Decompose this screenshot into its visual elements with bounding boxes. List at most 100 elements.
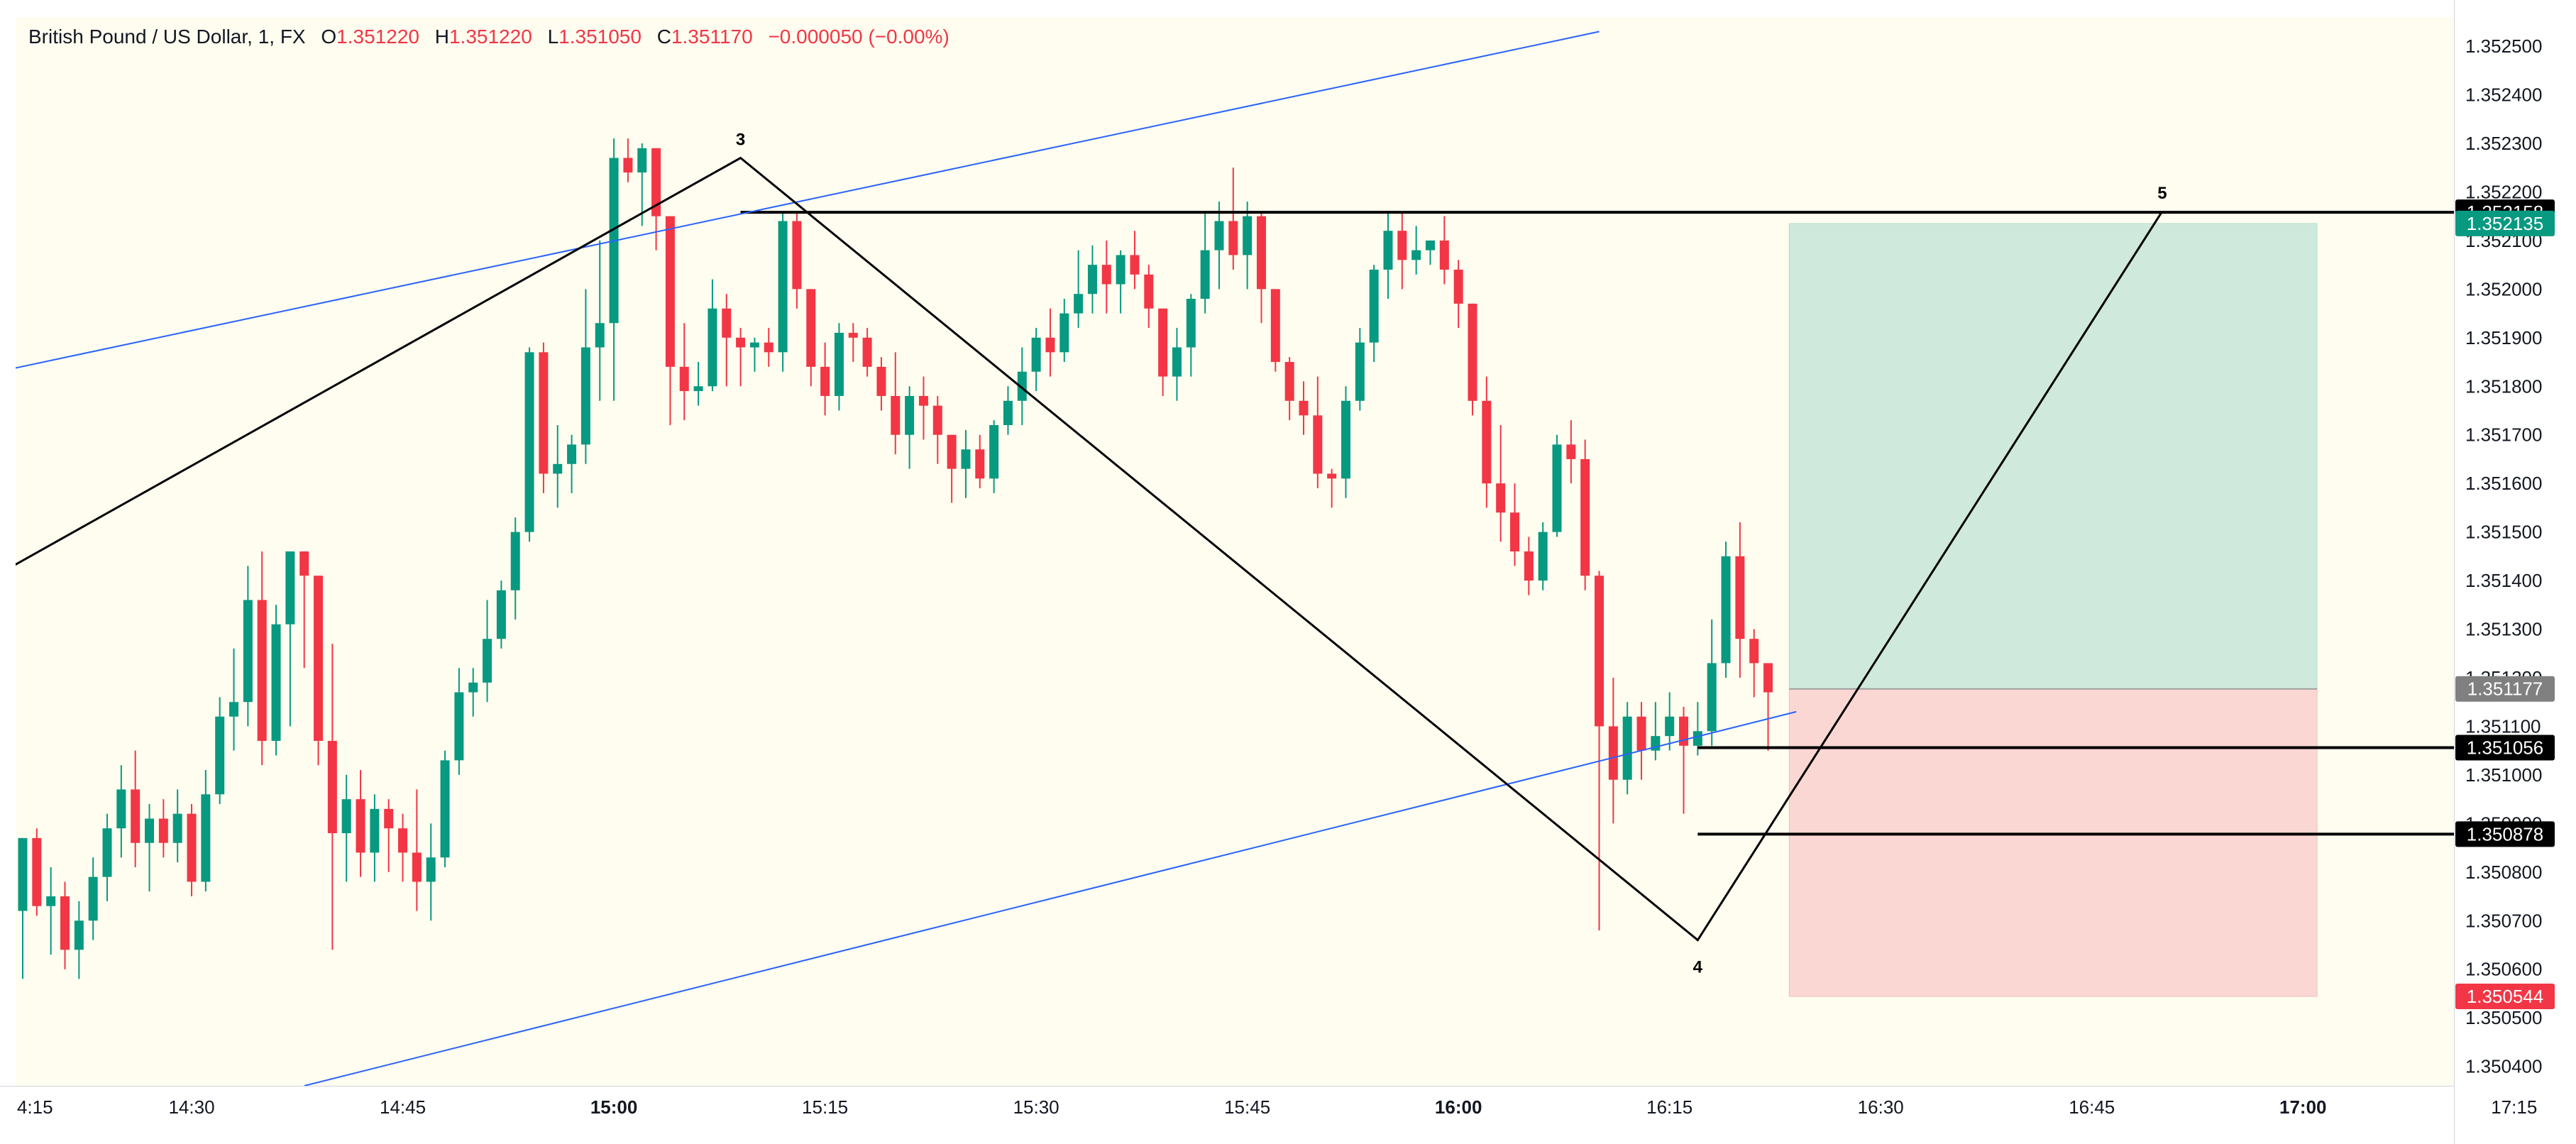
candle-body	[792, 221, 802, 290]
price-tick-label: 1.351900	[2465, 327, 2542, 348]
candle-body	[749, 342, 759, 348]
price-tick-label: 1.352300	[2465, 133, 2542, 154]
candle-body	[285, 551, 295, 625]
candle-body	[1763, 663, 1773, 693]
candle-body	[567, 444, 577, 464]
candle-body	[1200, 250, 1210, 299]
time-tick-label: 4:15	[17, 1096, 53, 1118]
candle-body	[74, 920, 84, 950]
candle-body	[580, 347, 590, 445]
price-tick-label: 1.352400	[2465, 84, 2542, 106]
candle-body	[483, 639, 492, 683]
legend-open-value: 1.351220	[336, 26, 419, 48]
candle-body	[1144, 274, 1154, 309]
candle-body	[1735, 556, 1745, 639]
zigzag-point-label: 3	[736, 131, 745, 150]
candle-body	[201, 794, 211, 882]
time-tick-label: 16:15	[1646, 1096, 1692, 1118]
candle-body	[1369, 269, 1379, 343]
candle-body	[327, 740, 337, 834]
legend-low-label: L	[547, 26, 559, 48]
price-tick-label: 1.351000	[2465, 764, 2542, 786]
candle-body	[665, 216, 675, 367]
candle-body	[1299, 400, 1309, 416]
candle-body	[1749, 639, 1759, 664]
time-tick-label: 16:30	[1858, 1096, 1904, 1118]
candle-body	[1496, 483, 1506, 513]
price-tick-label: 1.351100	[2465, 715, 2541, 737]
candle-body	[257, 600, 267, 741]
candle-body	[1552, 444, 1562, 532]
candle-body	[1524, 551, 1534, 581]
candle-body	[1595, 576, 1605, 727]
candle-body	[314, 576, 324, 741]
time-tick-label: 17:00	[2279, 1096, 2327, 1118]
candle-body	[1439, 240, 1449, 270]
candle-body	[1510, 512, 1520, 551]
candle-body	[60, 896, 70, 950]
candle-body	[1397, 231, 1407, 260]
price-tick-label: 1.350800	[2465, 862, 2542, 883]
price-tag	[2455, 210, 2555, 236]
candle-body	[947, 434, 957, 469]
candle-body	[172, 813, 182, 843]
candle-body	[145, 818, 155, 843]
candle-body	[243, 600, 253, 703]
time-tick-label: 16:45	[2069, 1096, 2115, 1118]
candle-body	[1453, 269, 1463, 304]
time-tick-label: 17:15	[2491, 1096, 2537, 1118]
time-tick-label: 16:00	[1435, 1096, 1482, 1118]
price-tick-label: 1.350400	[2465, 1056, 2542, 1077]
candle-body	[1270, 289, 1280, 363]
trend-line	[304, 710, 1797, 1086]
candle-body	[1622, 716, 1632, 780]
candle-body	[468, 682, 478, 693]
price-tag	[2455, 984, 2555, 1010]
candle-body	[891, 395, 901, 435]
legend-close-value: 1.351170	[671, 26, 753, 48]
candle-body	[1284, 362, 1294, 401]
candle-body	[18, 837, 28, 911]
legend-symbol: British Pound / US Dollar, 1, FX	[28, 26, 306, 48]
candle-body	[905, 395, 915, 435]
candle-body	[1482, 400, 1492, 484]
candle-body	[1679, 716, 1689, 746]
legend-high-label: H	[434, 26, 449, 48]
candle-body	[1172, 347, 1182, 377]
candle-body	[1707, 663, 1717, 732]
candle-body	[862, 337, 872, 367]
price-tag	[2455, 676, 2555, 702]
candle-body	[679, 366, 689, 392]
time-tick-label: 15:45	[1224, 1096, 1270, 1118]
candle-body	[341, 799, 351, 834]
candle-body	[46, 896, 56, 906]
time-tick-label: 15:00	[590, 1096, 638, 1118]
candle-body	[1426, 240, 1435, 251]
candle-body	[651, 148, 661, 216]
candle-body	[595, 323, 605, 348]
candle-body	[1256, 216, 1266, 290]
candle-body	[215, 716, 225, 795]
candle-body	[1608, 726, 1618, 780]
price-tick-label: 1.351300	[2465, 619, 2542, 640]
price-tag-label: 1.351056	[2467, 737, 2543, 759]
candle-body	[1665, 716, 1675, 737]
candle-body	[496, 590, 506, 639]
candle-body	[1355, 342, 1365, 401]
price-tick-label: 1.350500	[2465, 1007, 2542, 1028]
candle-body	[187, 813, 197, 882]
profit-zone	[1788, 223, 2318, 690]
candle-body	[778, 221, 788, 353]
candle-body	[722, 308, 732, 338]
candle-body	[102, 828, 112, 877]
candle-body	[989, 425, 999, 479]
candle-body	[1692, 731, 1702, 746]
candle-body	[623, 158, 633, 173]
candle-body	[271, 624, 281, 741]
candle-body	[708, 308, 717, 387]
candle-body	[1031, 337, 1041, 372]
candle-body	[440, 760, 450, 858]
price-tick-label: 1.350700	[2465, 910, 2542, 931]
